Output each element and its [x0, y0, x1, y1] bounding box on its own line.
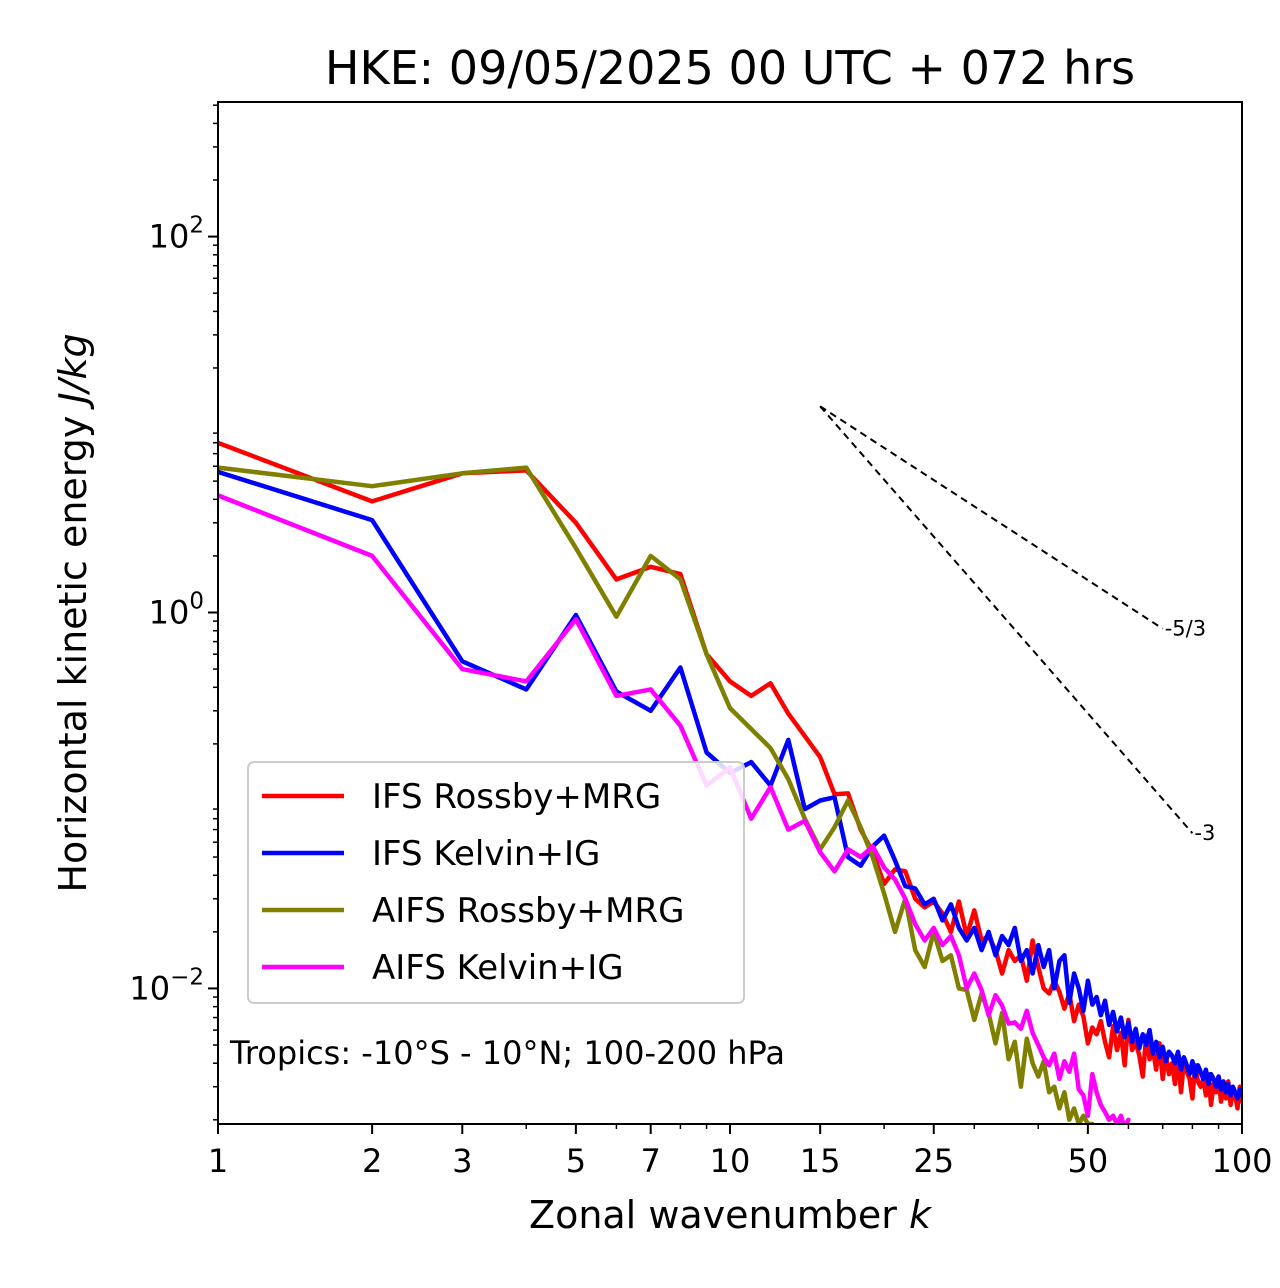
y-tick-label: 100	[149, 589, 204, 632]
x-tick-label: 50	[1068, 1142, 1109, 1180]
y-axis-ticks: 10−2 100 102	[129, 104, 218, 1121]
chart-title: HKE: 09/05/2025 00 UTC + 072 hrs	[325, 41, 1135, 95]
x-axis-ticks: 1 2 3 5 7 10 15 25 50 100	[208, 1124, 1273, 1180]
x-axis-label: Zonal wavenumber k	[529, 1193, 933, 1237]
slope-line-3	[819, 405, 1194, 834]
x-tick-label: 100	[1211, 1142, 1272, 1180]
x-tick-label: 15	[800, 1142, 841, 1180]
x-tick-label: 5	[566, 1142, 586, 1180]
legend-label-ifs-kelvin-ig: IFS Kelvin+IG	[372, 834, 600, 874]
y-tick-label: 10−2	[129, 964, 204, 1007]
series-line-ifs-kelvin-ig	[218, 469, 1242, 1101]
x-tick-label: 7	[641, 1142, 661, 1180]
x-tick-label: 3	[452, 1142, 472, 1180]
slope-line-5-3	[819, 405, 1164, 630]
x-tick-label: 10	[710, 1142, 751, 1180]
reference-slopes: -5/3 -3	[819, 405, 1215, 845]
x-tick-label: 2	[362, 1142, 382, 1180]
series-line-aifs-kelvin-ig	[218, 493, 1131, 1124]
y-axis-label: Horizontal kinetic energy J/kg	[51, 333, 95, 892]
legend-label-ifs-rossby-mrg: IFS Rossby+MRG	[372, 777, 661, 817]
x-tick-label: 25	[913, 1142, 954, 1180]
legend: IFS Rossby+MRG IFS Kelvin+IG AIFS Rossby+M…	[247, 761, 745, 1004]
series-lines	[218, 440, 1242, 1124]
series-line-aifs-rossby-mrg	[218, 465, 1095, 1124]
region-annotation: Tropics: -10°S - 10°N; 100-200 hPa	[229, 1034, 785, 1072]
legend-label-aifs-kelvin-ig: AIFS Kelvin+IG	[372, 948, 624, 988]
legend-label-aifs-rossby-mrg: AIFS Rossby+MRG	[372, 891, 684, 931]
y-tick-label: 102	[149, 213, 204, 256]
slope-label-3: -3	[1194, 821, 1215, 845]
legend-box	[247, 761, 745, 1004]
x-tick-label: 1	[208, 1142, 228, 1180]
slope-label-5-3: -5/3	[1165, 617, 1206, 641]
